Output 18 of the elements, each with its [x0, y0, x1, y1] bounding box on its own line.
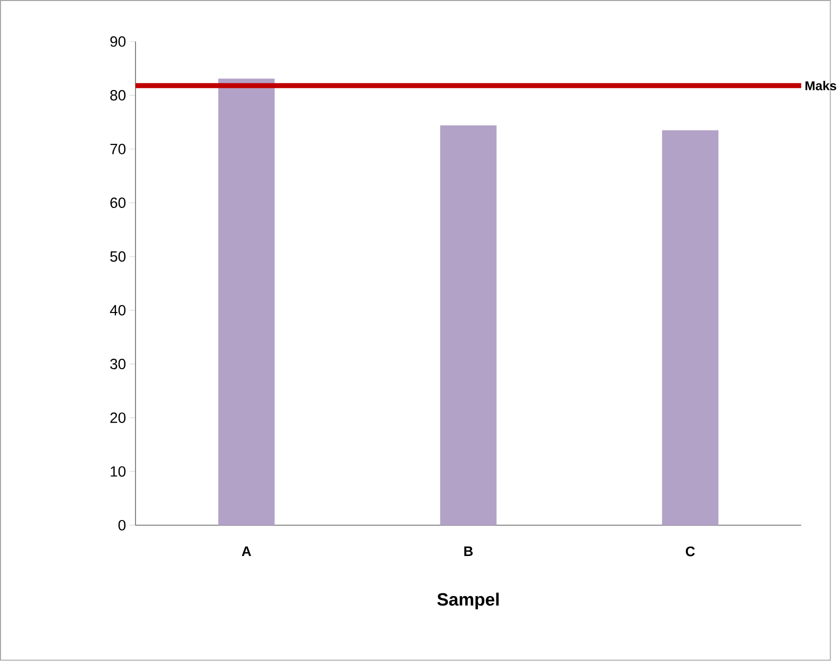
bar — [440, 126, 497, 526]
y-tick-label: 0 — [118, 520, 126, 531]
y-tick-label: 80 — [110, 90, 126, 101]
y-tick-label: 90 — [110, 36, 126, 47]
bar — [218, 78, 275, 526]
y-tick-label: 10 — [110, 466, 126, 477]
x-tick-label: B — [464, 546, 473, 556]
x-axis-title: Sampel — [437, 592, 499, 610]
bar — [662, 130, 718, 526]
y-tick-label: 70 — [110, 144, 126, 154]
x-tick-label: C — [686, 546, 695, 556]
y-tick-label: 50 — [110, 251, 126, 262]
y-tick-label: 20 — [110, 412, 126, 424]
x-tick-label: A — [242, 546, 252, 556]
y-tick-label: 30 — [110, 358, 126, 370]
ref-line-label: Maks — [806, 81, 836, 90]
y-tick-label: 60 — [110, 198, 126, 208]
y-tick-label: 40 — [110, 305, 126, 316]
